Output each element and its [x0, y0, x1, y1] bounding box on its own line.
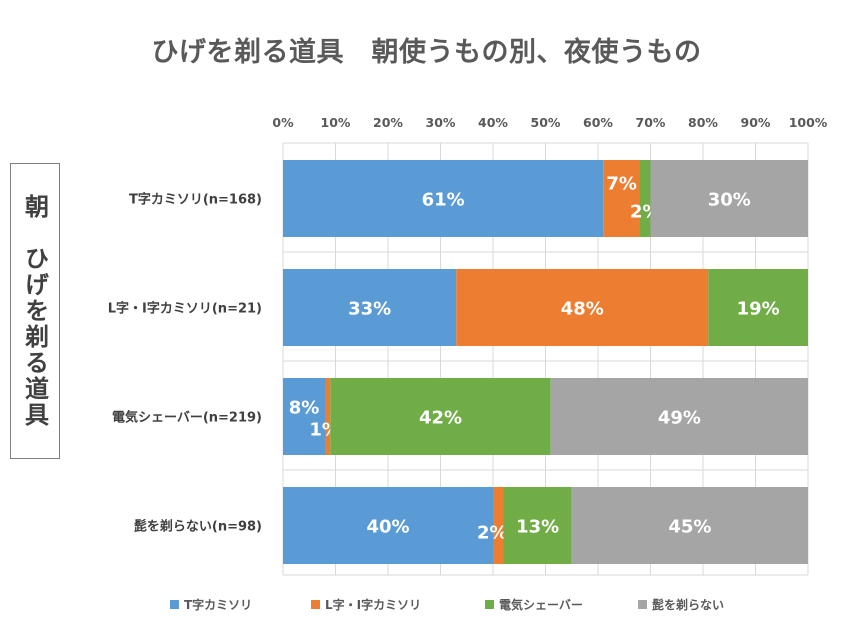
data-label: 8% — [289, 398, 320, 419]
bar-segment — [640, 160, 651, 237]
bar-segment — [283, 487, 493, 564]
legend-swatch — [170, 600, 179, 609]
data-label: 61% — [422, 190, 465, 211]
chart-title: ひげを剃る道具 朝使うもの別、夜使うもの — [151, 37, 702, 68]
bar-segment — [283, 269, 457, 346]
bar-segment — [330, 378, 551, 455]
data-label: 48% — [561, 299, 604, 320]
x-tick-label: 10% — [321, 115, 351, 130]
category-label: 髭を剃らない(n=98) — [134, 519, 262, 535]
x-tick-label: 50% — [531, 115, 561, 130]
category-label: T字カミソリ(n=168) — [129, 192, 262, 208]
row-group-label-box: 朝 ひげを剃る道具 — [10, 163, 60, 459]
bar-segment — [603, 160, 640, 237]
data-label: 30% — [708, 190, 751, 211]
x-tick-label: 80% — [688, 115, 718, 130]
legend-swatch — [485, 600, 494, 609]
data-label: 49% — [658, 408, 701, 429]
row-group-label: 朝 ひげを剃る道具 — [20, 194, 49, 428]
bar-segment — [283, 378, 325, 455]
category-label: L字・I字カミソリ(n=21) — [108, 301, 262, 317]
bar-segment — [493, 487, 504, 564]
x-tick-label: 90% — [741, 115, 771, 130]
data-label: 13% — [516, 517, 559, 538]
data-label: 33% — [348, 299, 391, 320]
bar-segment — [571, 487, 808, 564]
x-tick-label: 30% — [426, 115, 456, 130]
data-label: 40% — [366, 517, 409, 538]
legend-swatch — [638, 600, 647, 609]
legend-label: T字カミソリ — [184, 597, 252, 612]
legend-label: 髭を剃らない — [652, 597, 724, 612]
data-label: 45% — [668, 517, 711, 538]
legend-label: L字・I字カミソリ — [325, 597, 421, 612]
data-label: 2% — [477, 523, 508, 544]
x-tick-label: 0% — [272, 115, 294, 130]
data-label: 19% — [737, 299, 780, 320]
x-tick-label: 70% — [636, 115, 666, 130]
data-label: 42% — [419, 408, 462, 429]
category-label: 電気シェーバー(n=219) — [112, 410, 262, 426]
bar-segment — [550, 378, 808, 455]
legend-swatch — [311, 600, 320, 609]
x-tick-label: 100% — [789, 115, 828, 130]
bar-segment — [283, 160, 604, 237]
x-tick-label: 60% — [583, 115, 613, 130]
data-label: 7% — [606, 174, 637, 195]
bar-segment — [325, 378, 331, 455]
x-tick-label: 20% — [373, 115, 403, 130]
bar-segment — [456, 269, 709, 346]
bar-segment — [503, 487, 572, 564]
bar-segment — [708, 269, 808, 346]
legend-label: 電気シェーバー — [499, 597, 583, 612]
bar-segment — [650, 160, 808, 237]
x-tick-label: 40% — [478, 115, 508, 130]
